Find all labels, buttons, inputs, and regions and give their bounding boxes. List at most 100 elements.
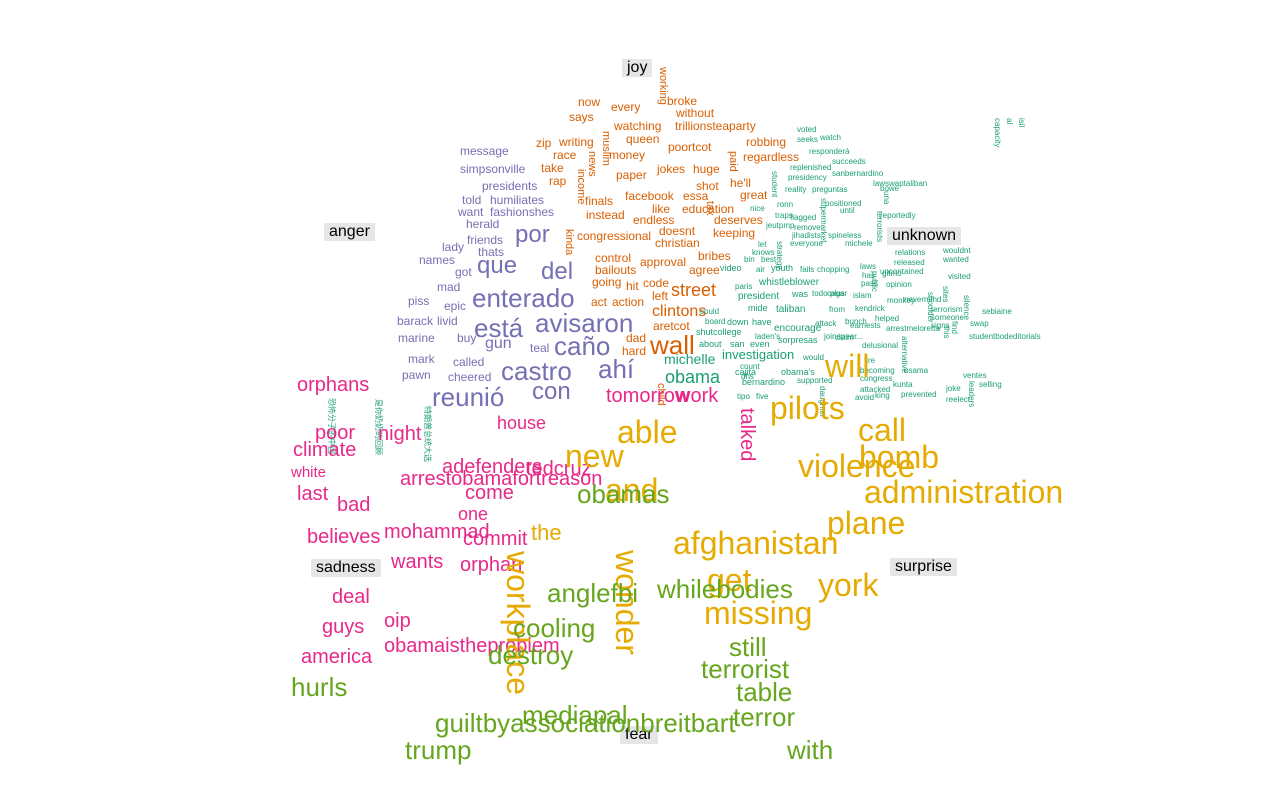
word-unknown: cagar xyxy=(827,289,848,298)
word-joy: act xyxy=(591,295,608,309)
word-unknown: cajita xyxy=(735,367,757,377)
word-fear: obamas xyxy=(577,479,670,509)
word-anger: con xyxy=(532,378,571,405)
word-joy: deserves xyxy=(714,213,763,227)
word-unknown: fails xyxy=(800,265,815,274)
word-joy: huge xyxy=(693,162,720,176)
word-unknown: ronn xyxy=(777,200,794,209)
word-unknown: arrestmeloretta xyxy=(886,324,940,333)
word-anger: está xyxy=(474,313,524,343)
word-unknown: someone xyxy=(931,313,964,322)
word-unknown: positioned xyxy=(825,199,862,208)
word-unknown: would xyxy=(803,353,824,362)
word-unknown: bin xyxy=(744,255,755,264)
word-anger: told xyxy=(462,193,482,207)
word-unknown: uncontained xyxy=(880,267,924,276)
word-joy: tax xyxy=(704,201,716,216)
group-label-sadness: sadness xyxy=(311,559,381,577)
word-joy: watching xyxy=(614,119,662,133)
word-joy: income xyxy=(575,169,587,205)
word-joy: zip xyxy=(536,136,552,150)
word-unknown: youth xyxy=(771,263,794,273)
word-joy: hit xyxy=(626,279,639,293)
word-unknown: wouldnt xyxy=(943,246,971,255)
word-sadness: tomorrow xyxy=(606,385,690,407)
word-unknown: encourage xyxy=(774,323,822,334)
word-unknown: joke xyxy=(946,384,961,393)
word-fear: mediapal xyxy=(522,700,628,730)
word-sadness: guys xyxy=(322,616,365,638)
word-sadness: white xyxy=(291,464,327,481)
word-unknown: sorpresas xyxy=(778,335,818,345)
word-anger: del xyxy=(541,258,574,285)
word-unknown: helped xyxy=(875,314,900,323)
word-joy: robbing xyxy=(746,135,787,149)
word-unknown: flagged xyxy=(790,213,817,222)
word-joy: finals xyxy=(585,194,614,208)
word-joy: writing xyxy=(559,135,594,149)
word-unknown: replenished xyxy=(790,163,832,172)
word-unknown: watch xyxy=(820,133,841,142)
word-unknown: fire xyxy=(864,356,876,365)
word-unknown: laden's xyxy=(755,332,781,341)
word-sadness: night xyxy=(378,423,422,445)
word-unknown: strategy xyxy=(775,241,784,270)
word-sadness: tedcruz xyxy=(526,458,592,480)
word-unknown: capacity xyxy=(993,118,1002,148)
word-joy: doesnt xyxy=(659,224,696,238)
word-fear: whilebodies xyxy=(657,574,793,604)
word-joy: approval xyxy=(640,255,687,269)
word-unknown: has xyxy=(862,271,875,280)
word-sadness: wants xyxy=(391,551,444,573)
word-joy: regardless xyxy=(743,150,800,164)
word-anger: que xyxy=(477,252,518,279)
word-anger: buy xyxy=(457,331,477,345)
word-unknown: leaders xyxy=(967,381,976,408)
word-joy: endless xyxy=(633,213,675,227)
word-unknown: sebiaine xyxy=(982,307,1012,316)
word-joy: great xyxy=(740,188,768,202)
word-unknown: 特朗普总统大选 xyxy=(423,406,432,462)
word-unknown: alternative xyxy=(900,336,909,373)
word-anger: mark xyxy=(408,352,435,366)
word-unknown: preguntas xyxy=(812,185,848,194)
word-unknown: bowe xyxy=(880,184,900,193)
word-joy: muslim xyxy=(600,131,612,166)
word-fear: guiltbyassociationbreitbart xyxy=(435,708,736,738)
word-sadness: climate xyxy=(293,439,357,461)
word-unknown: sites xyxy=(941,286,950,303)
word-surprise: york xyxy=(818,567,879,603)
word-joy: rap xyxy=(549,174,567,188)
word-unknown: count xyxy=(740,362,760,371)
word-unknown: attacked xyxy=(860,385,891,394)
word-unknown: supermarket xyxy=(819,198,828,243)
word-unknown: five xyxy=(756,392,769,401)
word-surprise: able xyxy=(617,414,678,450)
word-surprise: and xyxy=(605,472,659,508)
word-anger: gun xyxy=(485,335,512,352)
word-joy: now xyxy=(578,95,601,109)
word-unknown: todo xyxy=(812,289,828,298)
word-unknown: whistleblower xyxy=(759,277,820,288)
word-joy: education xyxy=(682,202,735,216)
word-joy: dad xyxy=(626,331,647,345)
word-joy: take xyxy=(541,161,564,175)
word-joy: poortcot xyxy=(668,140,712,154)
word-anger: avisaron xyxy=(535,308,634,338)
word-unknown: air xyxy=(756,265,765,274)
word-joy: bailouts xyxy=(595,263,637,277)
word-anger: ahí xyxy=(598,354,635,384)
word-sadness: house xyxy=(497,413,547,433)
word-joy: instead xyxy=(586,208,625,222)
word-sadness: last xyxy=(297,483,329,505)
word-surprise: violence xyxy=(798,448,916,484)
word-joy: working xyxy=(657,67,669,105)
word-unknown: al xyxy=(1005,118,1014,125)
word-fear: terrorist xyxy=(701,654,790,684)
word-unknown: was xyxy=(792,289,809,299)
word-joy: christian xyxy=(655,236,700,250)
word-unknown: have xyxy=(752,317,772,327)
word-fear: cooling xyxy=(513,613,596,643)
word-unknown: public xyxy=(870,271,879,292)
